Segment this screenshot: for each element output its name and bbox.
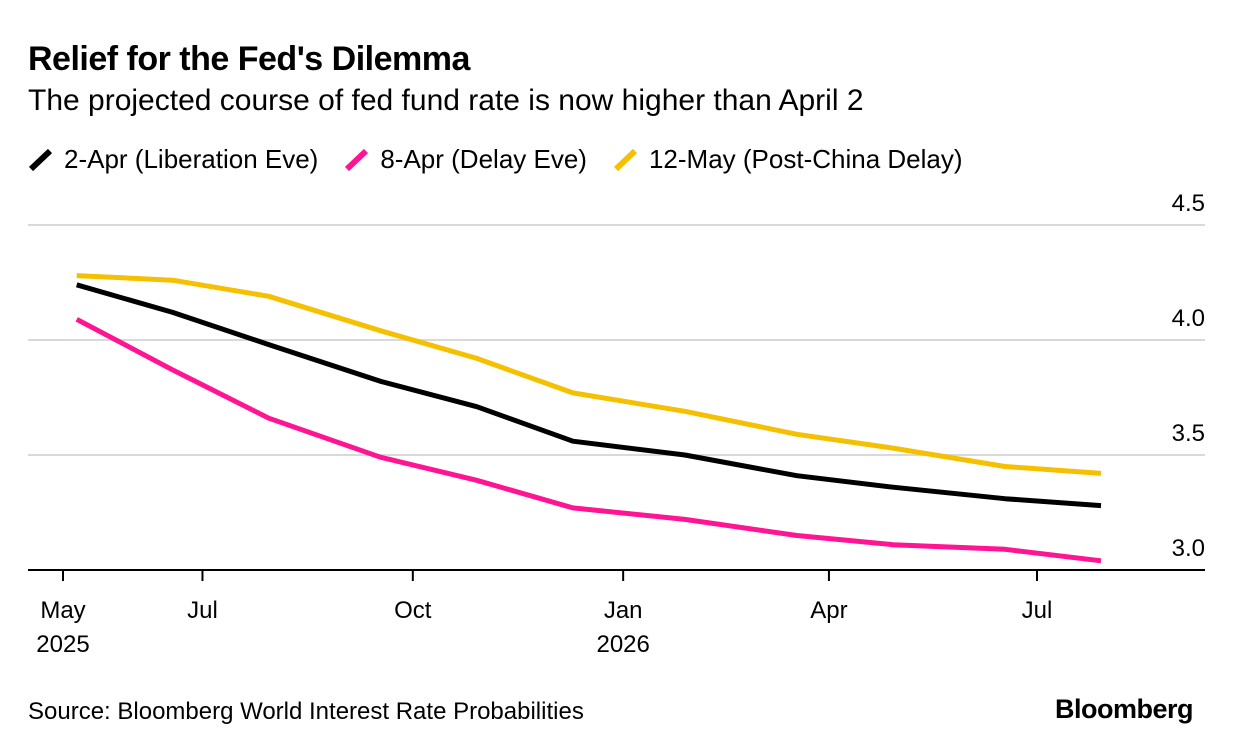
- series-line-2-apr-liberation-eve: [76, 282, 1102, 509]
- y-tick-label: 4.5: [1172, 190, 1205, 217]
- y-tick-label: 4.0: [1172, 305, 1205, 332]
- x-tick-label: Jan: [604, 597, 643, 624]
- legend-label-8-apr: 8-Apr (Delay Eve): [380, 144, 587, 174]
- x-tick-label: Jul: [1022, 597, 1053, 624]
- legend-label-12-may: 12-May (Post-China Delay): [648, 144, 963, 174]
- y-tick-label: 3.5: [1172, 420, 1205, 447]
- x-tick-label: May: [40, 597, 85, 624]
- legend-item-2-apr: 2-Apr (Liberation Eve): [28, 144, 318, 175]
- chart-title: Relief for the Fed's Dilemma: [28, 40, 470, 78]
- legend-swatch-2-apr: [28, 148, 53, 171]
- x-tick-label: Oct: [394, 597, 432, 624]
- x-tick-year-label: 2026: [596, 631, 649, 658]
- x-tick-label: Jul: [187, 597, 218, 624]
- legend-swatch-8-apr: [345, 148, 369, 171]
- y-tick-label: 3.0: [1172, 535, 1205, 562]
- x-tick-label: Apr: [810, 597, 847, 624]
- legend-label-2-apr: 2-Apr (Liberation Eve): [64, 144, 319, 174]
- legend-item-8-apr: 8-Apr (Delay Eve): [344, 144, 587, 175]
- series-line-12-may-post-china-delay: [76, 273, 1102, 476]
- chart-subtitle: The projected course of fed fund rate is…: [28, 84, 864, 117]
- line-chart: 4.5 4.0 3.5 3.0 May 2025 Jul Oct Jan 2026 Apr Jul: [28, 190, 1205, 658]
- chart-legend: 2-Apr (Liberation Eve) 8-Apr (Delay Eve)…: [28, 144, 989, 175]
- series-line-8-apr-delay-eve: [75, 317, 1102, 564]
- legend-item-12-may: 12-May (Post-China Delay): [613, 144, 963, 175]
- legend-swatch-12-may: [613, 148, 638, 171]
- bloomberg-logo: Bloomberg: [1054, 694, 1194, 724]
- x-tick-year-label: 2025: [36, 631, 89, 658]
- source-note: Source: Bloomberg World Interest Rate Pr…: [28, 698, 584, 725]
